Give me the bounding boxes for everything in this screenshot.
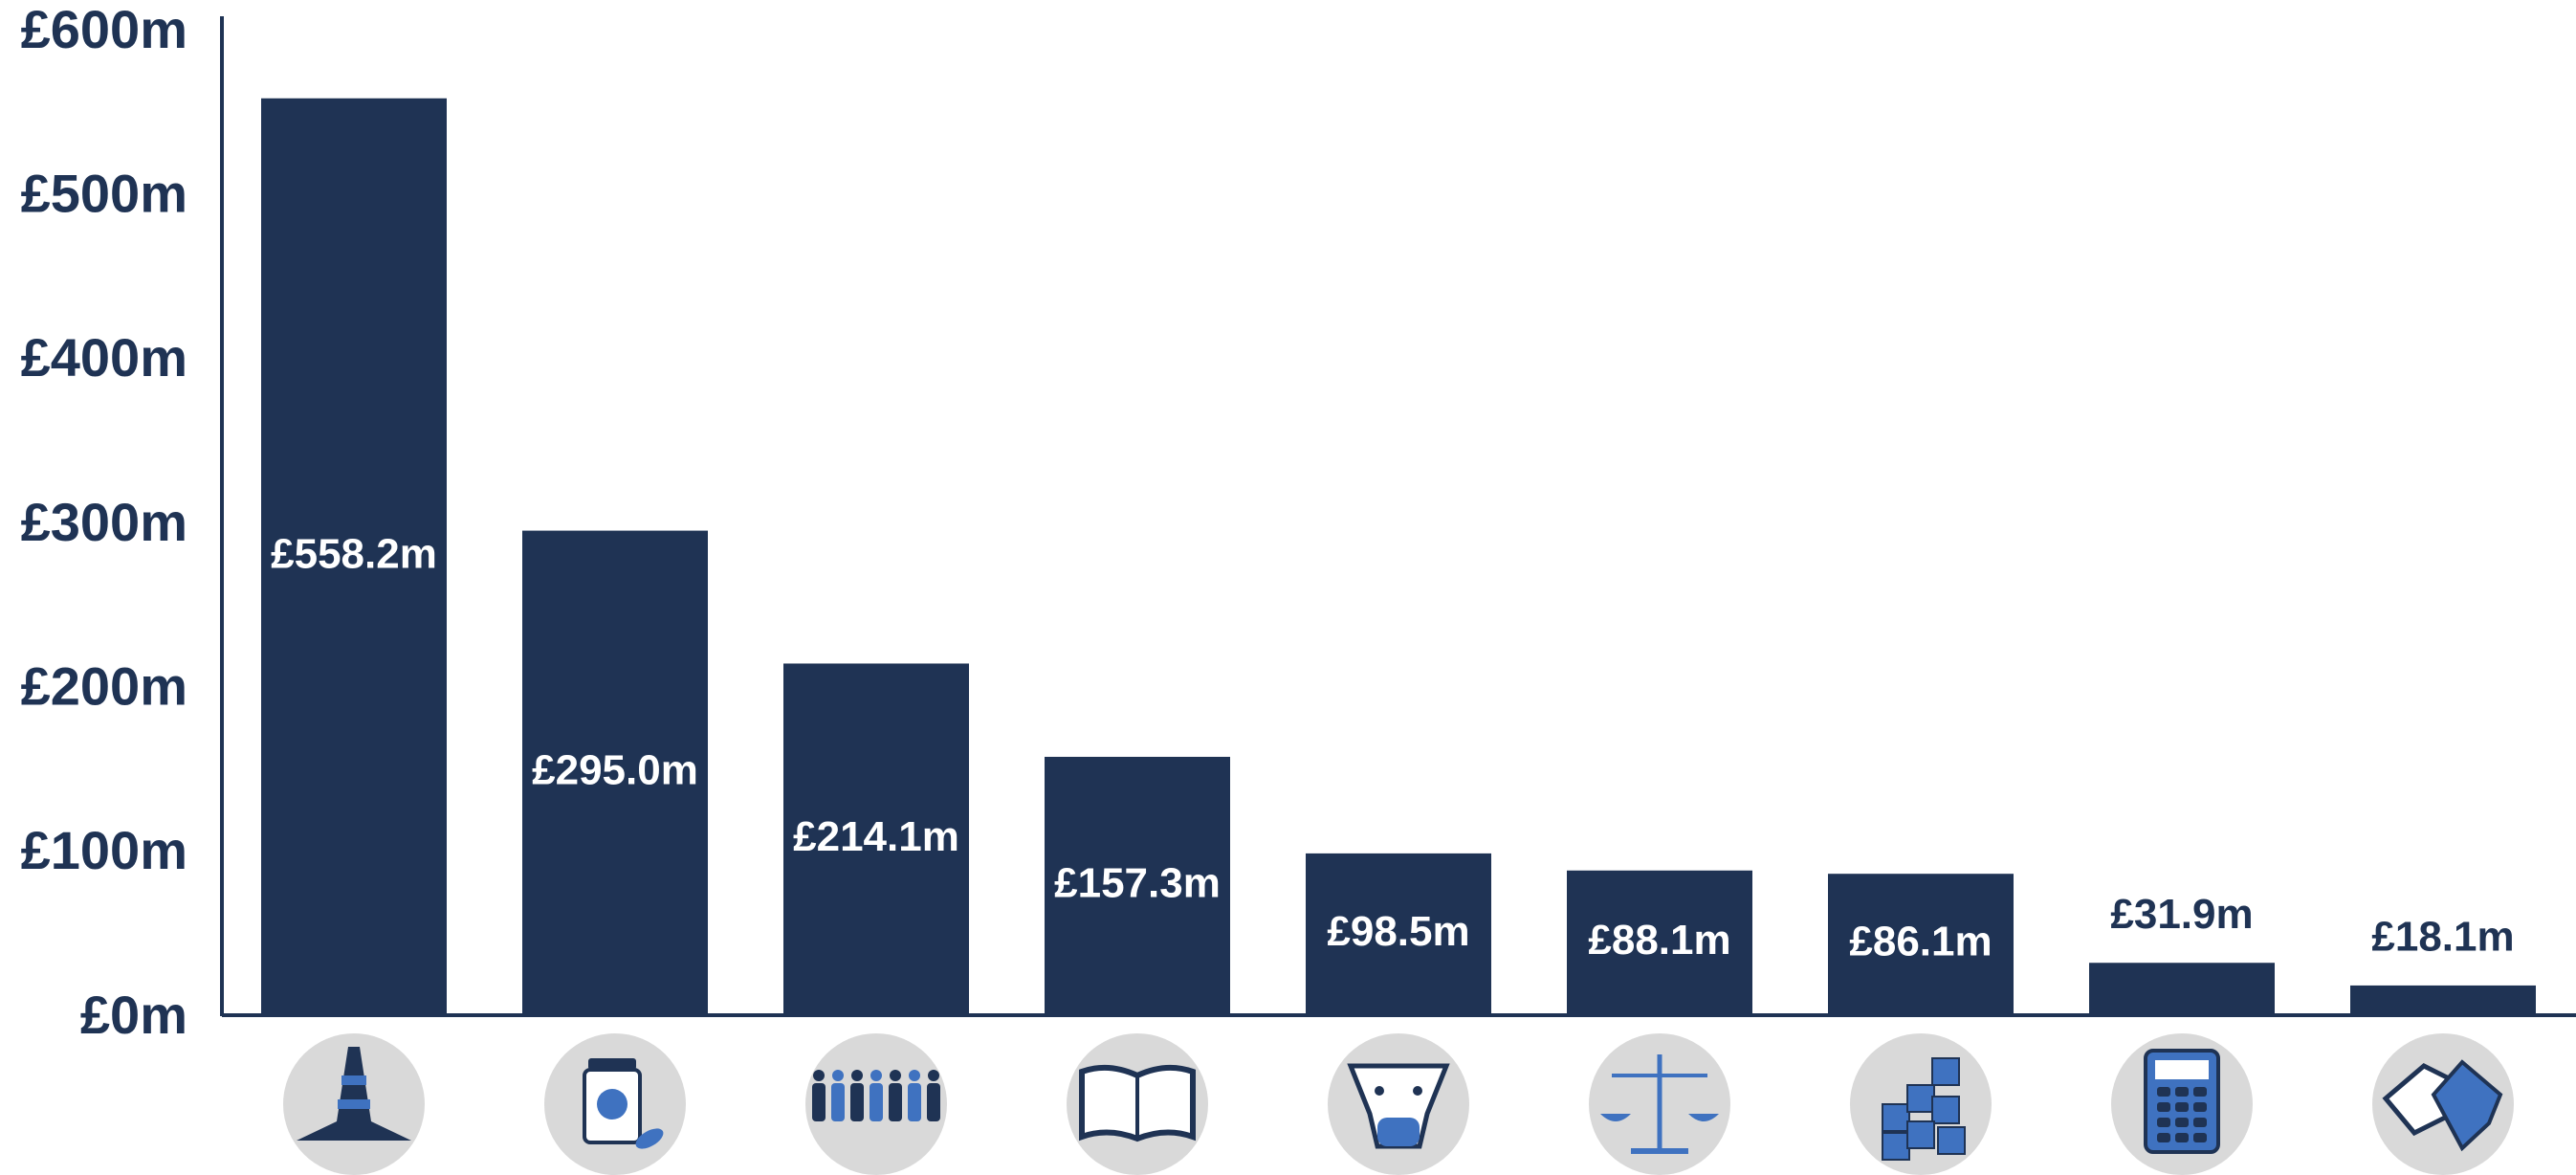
bar: [1828, 874, 2014, 1015]
value-label: £31.9m: [2110, 891, 2253, 938]
icon-part: [635, 1128, 664, 1149]
icon-part: [1906, 1120, 1935, 1149]
icon-part: [1631, 1148, 1688, 1154]
icon-part: [2175, 1133, 2189, 1142]
y-tick-label: £200m: [21, 655, 187, 716]
icon-part: [851, 1070, 863, 1081]
icon-part: [2431, 1059, 2503, 1152]
icon-part: [831, 1083, 845, 1121]
icon-part: [908, 1083, 921, 1121]
icon-part: [1347, 1063, 1450, 1149]
icon-part: [341, 1075, 366, 1085]
category-icon: [544, 1033, 686, 1175]
value-label: £558.2m: [271, 531, 437, 578]
icon-part: [2157, 1118, 2170, 1127]
bar: [2089, 963, 2275, 1015]
icon-part: [927, 1083, 940, 1121]
icon-part: [2175, 1102, 2189, 1112]
value-label: £157.3m: [1054, 860, 1221, 907]
icon-part: [2157, 1133, 2170, 1142]
value-label: £98.5m: [1327, 908, 1469, 955]
value-label: £88.1m: [1588, 917, 1730, 964]
value-label: £295.0m: [532, 746, 698, 793]
icon-part: [850, 1083, 864, 1121]
icon-part: [832, 1070, 844, 1081]
bar: [2350, 985, 2536, 1015]
category-icon: [283, 1033, 425, 1175]
y-tick-label: £100m: [21, 820, 187, 880]
icon-part: [1882, 1132, 1910, 1161]
icon-part: [870, 1083, 883, 1121]
y-tick-label: £500m: [21, 163, 187, 223]
icon-part: [1688, 1114, 1719, 1121]
bar: [1045, 756, 1230, 1015]
category-icon: [1067, 1033, 1208, 1175]
icon-part: [2193, 1118, 2207, 1127]
icon-part: [1600, 1114, 1631, 1121]
category-icon: [1589, 1033, 1730, 1175]
y-tick-label: £0m: [80, 985, 187, 1045]
icon-part: [2157, 1087, 2170, 1097]
icon-part: [1931, 1096, 1960, 1124]
value-label: £214.1m: [793, 813, 959, 860]
icon-part: [338, 1099, 370, 1109]
bar: [261, 98, 447, 1016]
icon-part: [2155, 1060, 2209, 1079]
icon-part: [297, 1047, 411, 1141]
icon-part: [2193, 1102, 2207, 1112]
icon-part: [813, 1070, 825, 1081]
icon-part: [2157, 1102, 2170, 1112]
icon-part: [812, 1083, 826, 1121]
icon-part: [889, 1083, 902, 1121]
icon-part: [870, 1070, 882, 1081]
y-tick-label: £300m: [21, 492, 187, 552]
icon-part: [1377, 1118, 1420, 1146]
bar: [783, 663, 969, 1015]
icon-part: [928, 1070, 939, 1081]
category-icon: [2372, 1033, 2514, 1175]
icon-part: [890, 1070, 901, 1081]
category-icon: [805, 1033, 947, 1175]
icon-part: [1906, 1084, 1935, 1113]
value-label: £18.1m: [2371, 914, 2514, 961]
icon-part: [909, 1070, 920, 1081]
icon-part: [1882, 1103, 1910, 1132]
icon-part: [1937, 1126, 1966, 1155]
bar: [522, 530, 708, 1015]
icon-part: [2175, 1118, 2189, 1127]
icon-part: [1375, 1086, 1384, 1096]
value-label: £86.1m: [1849, 919, 1992, 965]
category-icon: [2111, 1033, 2253, 1175]
bar: [1567, 870, 1752, 1015]
icon-part: [2175, 1087, 2189, 1097]
icon-part: [597, 1089, 627, 1120]
y-tick-label: £400m: [21, 327, 187, 388]
category-icon: [1850, 1033, 1992, 1175]
icon-part: [1931, 1057, 1960, 1086]
icon-part: [2193, 1087, 2207, 1097]
icon-part: [588, 1058, 636, 1070]
icon-part: [1413, 1086, 1422, 1096]
y-tick-label: £600m: [21, 0, 187, 59]
category-icon: [1328, 1033, 1469, 1175]
bar: [1306, 853, 1491, 1015]
icon-part: [2193, 1133, 2207, 1142]
